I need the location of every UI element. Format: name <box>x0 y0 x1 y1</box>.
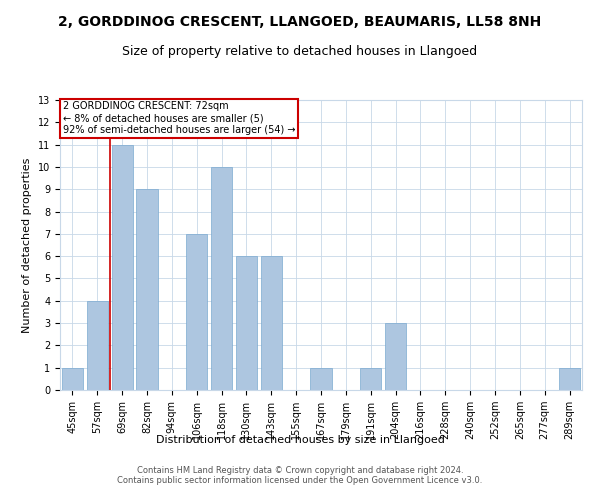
Bar <box>112 144 133 390</box>
Bar <box>136 189 158 390</box>
Bar <box>211 167 232 390</box>
Bar <box>559 368 580 390</box>
Bar <box>261 256 282 390</box>
Bar <box>236 256 257 390</box>
Bar <box>310 368 332 390</box>
Y-axis label: Number of detached properties: Number of detached properties <box>22 158 32 332</box>
Bar <box>385 323 406 390</box>
Text: 2, GORDDINOG CRESCENT, LLANGOED, BEAUMARIS, LL58 8NH: 2, GORDDINOG CRESCENT, LLANGOED, BEAUMAR… <box>58 15 542 29</box>
Bar <box>62 368 83 390</box>
Bar <box>186 234 207 390</box>
Text: Size of property relative to detached houses in Llangoed: Size of property relative to detached ho… <box>122 45 478 58</box>
Bar <box>360 368 381 390</box>
Bar <box>87 301 108 390</box>
Text: Contains HM Land Registry data © Crown copyright and database right 2024.
Contai: Contains HM Land Registry data © Crown c… <box>118 466 482 485</box>
Text: 2 GORDDINOG CRESCENT: 72sqm
← 8% of detached houses are smaller (5)
92% of semi-: 2 GORDDINOG CRESCENT: 72sqm ← 8% of deta… <box>62 102 295 134</box>
Text: Distribution of detached houses by size in Llangoed: Distribution of detached houses by size … <box>155 435 445 445</box>
